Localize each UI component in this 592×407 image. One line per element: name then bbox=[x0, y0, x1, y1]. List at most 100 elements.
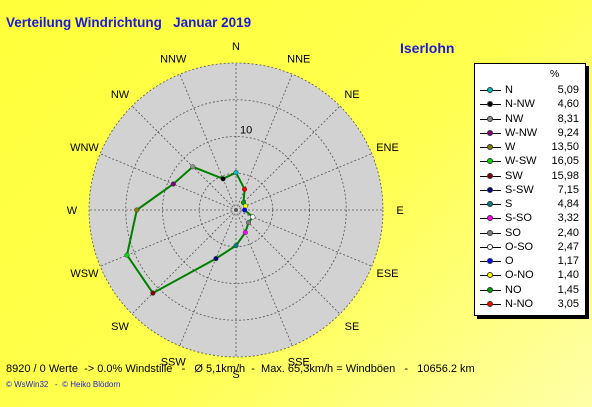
direction-label: E bbox=[396, 205, 403, 217]
legend-value: 1,17 bbox=[557, 255, 579, 267]
legend-item: W-SW 16,05 bbox=[475, 154, 585, 168]
legend-label: O bbox=[505, 255, 514, 267]
grid-spoke bbox=[131, 209, 237, 315]
direction-label: N bbox=[232, 41, 240, 53]
direction-label: WNW bbox=[70, 142, 99, 154]
grid-spoke bbox=[235, 209, 372, 267]
data-point bbox=[242, 229, 248, 236]
grid-spoke bbox=[100, 209, 237, 267]
legend-value: 3,05 bbox=[557, 297, 579, 310]
data-point bbox=[220, 176, 226, 182]
legend-value: 1,40 bbox=[557, 269, 579, 282]
grid-spoke bbox=[100, 153, 237, 211]
data-point bbox=[250, 214, 256, 220]
legend-marker-icon bbox=[487, 101, 493, 108]
grid-spoke bbox=[235, 209, 341, 315]
legend-value: 9,24 bbox=[557, 126, 579, 139]
chart-title: Verteilung Windrichtung Januar 2019 bbox=[6, 15, 252, 30]
legend-marker-icon bbox=[487, 87, 493, 93]
legend-item: W 13,50 bbox=[475, 140, 585, 154]
grid-spoke bbox=[179, 209, 237, 346]
legend-label: S bbox=[505, 198, 513, 210]
data-point bbox=[170, 181, 176, 187]
data-point bbox=[213, 256, 219, 262]
legend-marker-icon bbox=[487, 201, 493, 207]
data-point bbox=[124, 252, 130, 258]
grid-spoke bbox=[235, 105, 341, 211]
legend-label: W-NW bbox=[505, 126, 538, 139]
legend-item: O-SO 2,47 bbox=[475, 240, 585, 254]
legend-item: SW 15,98 bbox=[475, 169, 585, 183]
data-point bbox=[245, 219, 252, 226]
legend: % N 5,09 N-NW 4,60 NW 8,31 W-NW 9,24 W 13,50 W-SW 1… bbox=[474, 63, 586, 316]
legend-marker-icon bbox=[487, 129, 493, 136]
legend-label: W bbox=[505, 141, 516, 153]
direction-label: ESE bbox=[377, 268, 399, 280]
legend-label: S-SW bbox=[505, 183, 534, 196]
legend-marker-icon bbox=[487, 158, 493, 165]
legend-marker-icon bbox=[487, 172, 493, 179]
data-point bbox=[150, 290, 156, 296]
legend-marker-icon bbox=[487, 215, 493, 222]
legend-item: S-SO 3,32 bbox=[475, 211, 585, 225]
legend-value: 1,45 bbox=[557, 283, 579, 296]
legend-label: N-NW bbox=[505, 98, 535, 111]
legend-label: N-NO bbox=[505, 297, 534, 310]
legend-marker-icon bbox=[487, 300, 493, 307]
legend-value: 2,40 bbox=[557, 226, 579, 239]
legend-value: 13,50 bbox=[551, 141, 579, 153]
grid-ring bbox=[88, 62, 384, 358]
footer-credits: © WsWin32 - © Heiko Blödorn bbox=[6, 380, 121, 389]
legend-item: O 1,17 bbox=[475, 254, 585, 268]
direction-label: SE bbox=[345, 321, 360, 333]
data-point bbox=[233, 170, 239, 176]
legend-item: SO 2,40 bbox=[475, 226, 585, 240]
legend-marker-icon bbox=[487, 144, 493, 150]
legend-marker-icon bbox=[487, 286, 493, 293]
legend-value: 5,09 bbox=[557, 84, 579, 96]
legend-item: O-NO 1,40 bbox=[475, 268, 585, 282]
grid-spoke bbox=[179, 74, 237, 211]
direction-label: NE bbox=[344, 89, 359, 101]
grid-ring bbox=[125, 99, 347, 321]
legend-value: 4,60 bbox=[557, 98, 579, 111]
direction-label: SW bbox=[111, 321, 129, 333]
legend-item: N 5,09 bbox=[475, 83, 585, 97]
legend-item: NO 1,45 bbox=[475, 283, 585, 297]
legend-value: 7,15 bbox=[557, 183, 579, 196]
station-name: Iserlohn bbox=[400, 40, 455, 56]
radial-tick-label: 10 bbox=[240, 125, 252, 137]
legend-label: W-SW bbox=[505, 155, 537, 168]
legend-label: SO bbox=[505, 226, 521, 239]
legend-item: S-SW 7,15 bbox=[475, 183, 585, 197]
legend-label: SW bbox=[505, 169, 523, 182]
direction-label: NNW bbox=[160, 53, 187, 65]
footer-stats: 8920 / 0 Werte -> 0.0% Windstille - Ø 5,… bbox=[6, 363, 475, 375]
direction-label: ENE bbox=[376, 142, 399, 154]
legend-value: 3,32 bbox=[557, 212, 579, 225]
legend-label: S-SO bbox=[505, 212, 532, 225]
legend-label: O-NO bbox=[505, 269, 534, 282]
legend-label: NO bbox=[505, 283, 522, 296]
direction-label: S bbox=[232, 369, 239, 381]
data-point bbox=[242, 186, 248, 192]
legend-marker-icon bbox=[487, 243, 493, 250]
legend-marker-icon bbox=[487, 115, 493, 122]
legend-marker-icon bbox=[487, 258, 493, 264]
data-point bbox=[233, 243, 239, 249]
legend-value: 15,98 bbox=[551, 169, 579, 182]
direction-label: SSE bbox=[288, 357, 310, 369]
grid-spoke bbox=[235, 153, 372, 211]
legend-marker-icon bbox=[487, 229, 493, 236]
legend-value: 2,47 bbox=[557, 240, 579, 253]
legend-label: N bbox=[505, 84, 513, 96]
data-point bbox=[242, 207, 248, 213]
direction-label: W bbox=[67, 205, 78, 217]
data-point bbox=[134, 207, 140, 213]
legend-label: NW bbox=[505, 112, 524, 125]
grid-spoke bbox=[131, 105, 237, 211]
direction-label: NW bbox=[111, 89, 130, 101]
direction-label: WSW bbox=[70, 268, 99, 280]
